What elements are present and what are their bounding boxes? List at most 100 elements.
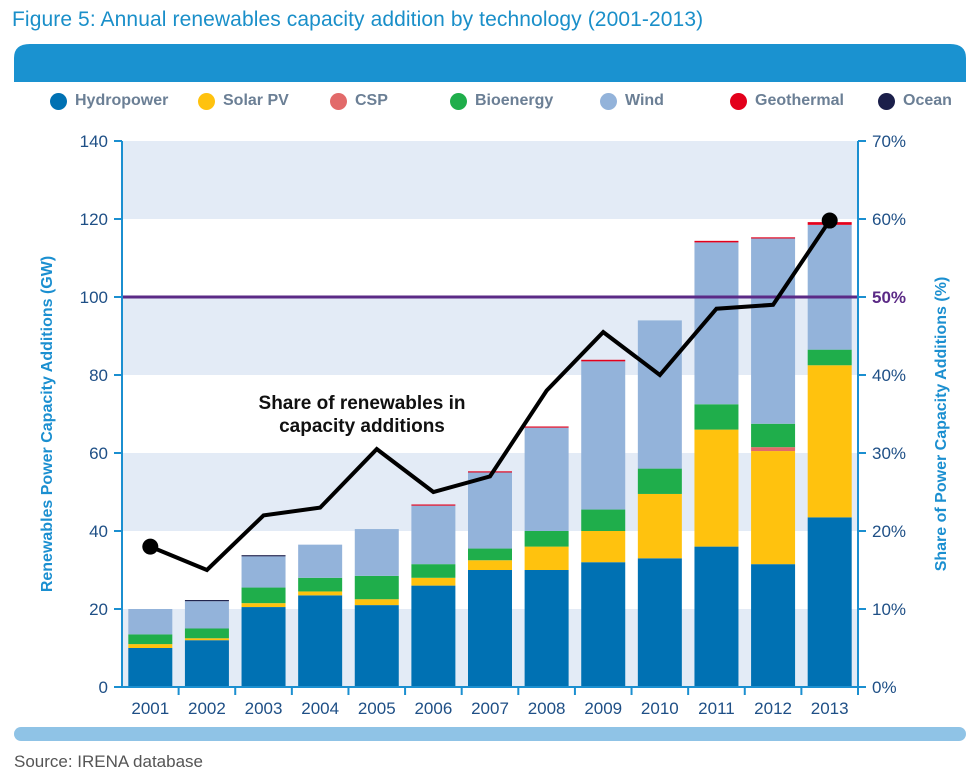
bar-bioenergy-2009 [581,509,626,531]
bar-hydropower-2009 [581,562,626,687]
x-tick-label: 2004 [301,699,339,718]
bar-hydropower-2012 [751,564,796,687]
bar-bioenergy-2003 [241,587,286,604]
bar-wind-2008 [524,427,569,531]
header-bar [14,44,966,82]
share-line-path [149,219,832,573]
bar-bioenergy-2006 [411,564,456,578]
x-tick-label: 2007 [471,699,509,718]
legend-label: Geothermal [755,92,844,109]
bar-bioenergy-2002 [184,628,229,639]
y-tick-label: 100 [80,288,108,307]
y-tick-label: 20 [89,600,108,619]
bar-ocean-2003 [241,555,286,557]
legend-label: Ocean [903,92,952,109]
legend-label: Wind [625,92,664,109]
bar-wind-2009 [581,361,626,510]
bar-bioenergy-2010 [637,468,682,494]
y2-tick-label: 30% [872,444,906,463]
y2-tick-label: 60% [872,210,906,229]
gridline-band [122,141,858,219]
legend-label: Solar PV [223,92,289,109]
bar-solar-pv-2007 [468,560,512,570]
bar-wind-2011 [694,242,739,405]
legend-item-bioenergy: Bioenergy [450,92,553,110]
legend: Hydropower Solar PV CSP Bioenergy Wind Geothe… [40,92,952,116]
legend-label: Bioenergy [475,92,554,109]
legend-item-solar-pv: Solar PV [198,92,289,110]
bar-wind-2012 [751,238,796,424]
bars [128,222,852,687]
bar-bioenergy-2013 [807,349,852,366]
y2-tick-label: 70% [872,132,906,151]
bar-wind-2002 [184,601,229,629]
x-tick-label: 2009 [584,699,622,718]
legend-item-hydropower: Hydropower [50,92,168,110]
x-tick-label: 2013 [811,699,849,718]
legend-swatch [878,92,895,110]
y-tick-label: 80 [89,366,108,385]
bar-wind-2010 [637,320,682,469]
bar-bioenergy-2004 [298,577,343,592]
bar-bioenergy-2011 [694,404,739,430]
bar-hydropower-2002 [184,640,229,687]
y-tick-label: 140 [80,132,108,151]
bar-solar-pv-2003 [241,603,286,608]
x-tick-label: 2008 [528,699,566,718]
share-annotation: Share of renewables in capacity addition… [258,393,466,437]
bar-geothermal-2008 [524,426,569,428]
y2-tick-label: 10% [872,600,906,619]
bar-solar-pv-2005 [354,599,399,606]
legend-swatch [730,92,747,110]
legend-swatch [50,92,67,110]
bar-hydropower-2008 [524,570,569,687]
bar-hydropower-2006 [411,585,456,687]
bar-bioenergy-2007 [468,548,512,561]
bar-wind-2001 [128,609,173,635]
legend-item-wind: Wind [600,92,664,110]
bar-hydropower-2010 [637,558,682,687]
bar-ocean-2002 [184,600,229,602]
bar-hydropower-2005 [354,605,399,687]
x-tick-label: 2010 [641,699,679,718]
legend-item-csp: CSP [330,92,388,110]
bar-solar-pv-2009 [581,531,626,563]
x-tick-label: 2001 [131,699,169,718]
bar-solar-pv-2001 [128,644,173,648]
bar-hydropower-2001 [128,648,173,687]
share-marker-2001 [142,538,159,555]
y2-tick-label: 40% [872,366,906,385]
y2-tick-label: 20% [872,522,906,541]
bar-hydropower-2004 [298,595,343,687]
y-tick-label: 40 [89,522,108,541]
y2-axis-title: Share of Power Capacity Additions (%) [933,277,950,572]
x-tick-label: 2006 [414,699,452,718]
bar-geothermal-2012 [751,237,796,239]
legend-item-geothermal: Geothermal [730,92,844,110]
legend-swatch [198,92,215,110]
bar-wind-2003 [241,556,286,588]
bar-solar-pv-2012 [751,451,796,565]
bar-hydropower-2013 [807,517,852,687]
y2-tick-label: 0% [872,678,897,697]
bar-solar-pv-2008 [524,546,569,570]
bar-csp-2012 [751,447,796,452]
bar-wind-2004 [298,544,343,578]
bar-geothermal-2006 [411,504,456,506]
x-tick-label: 2011 [698,699,735,718]
x-tick-label: 2005 [358,699,396,718]
bar-wind-2006 [411,505,456,565]
chart-frame [14,44,966,741]
legend-label: CSP [355,92,388,109]
legend-swatch [330,92,347,110]
figure-title: Figure 5: Annual renewables capacity add… [12,8,704,31]
bar-solar-pv-2004 [298,591,343,596]
bar-wind-2007 [468,472,512,549]
share-marker-2013 [821,212,838,229]
figure-source: Source: IRENA database [14,752,204,771]
legend-swatch [600,92,617,110]
y-tick-label: 120 [80,210,108,229]
footer-bar [14,727,966,741]
bar-solar-pv-2013 [807,365,852,518]
